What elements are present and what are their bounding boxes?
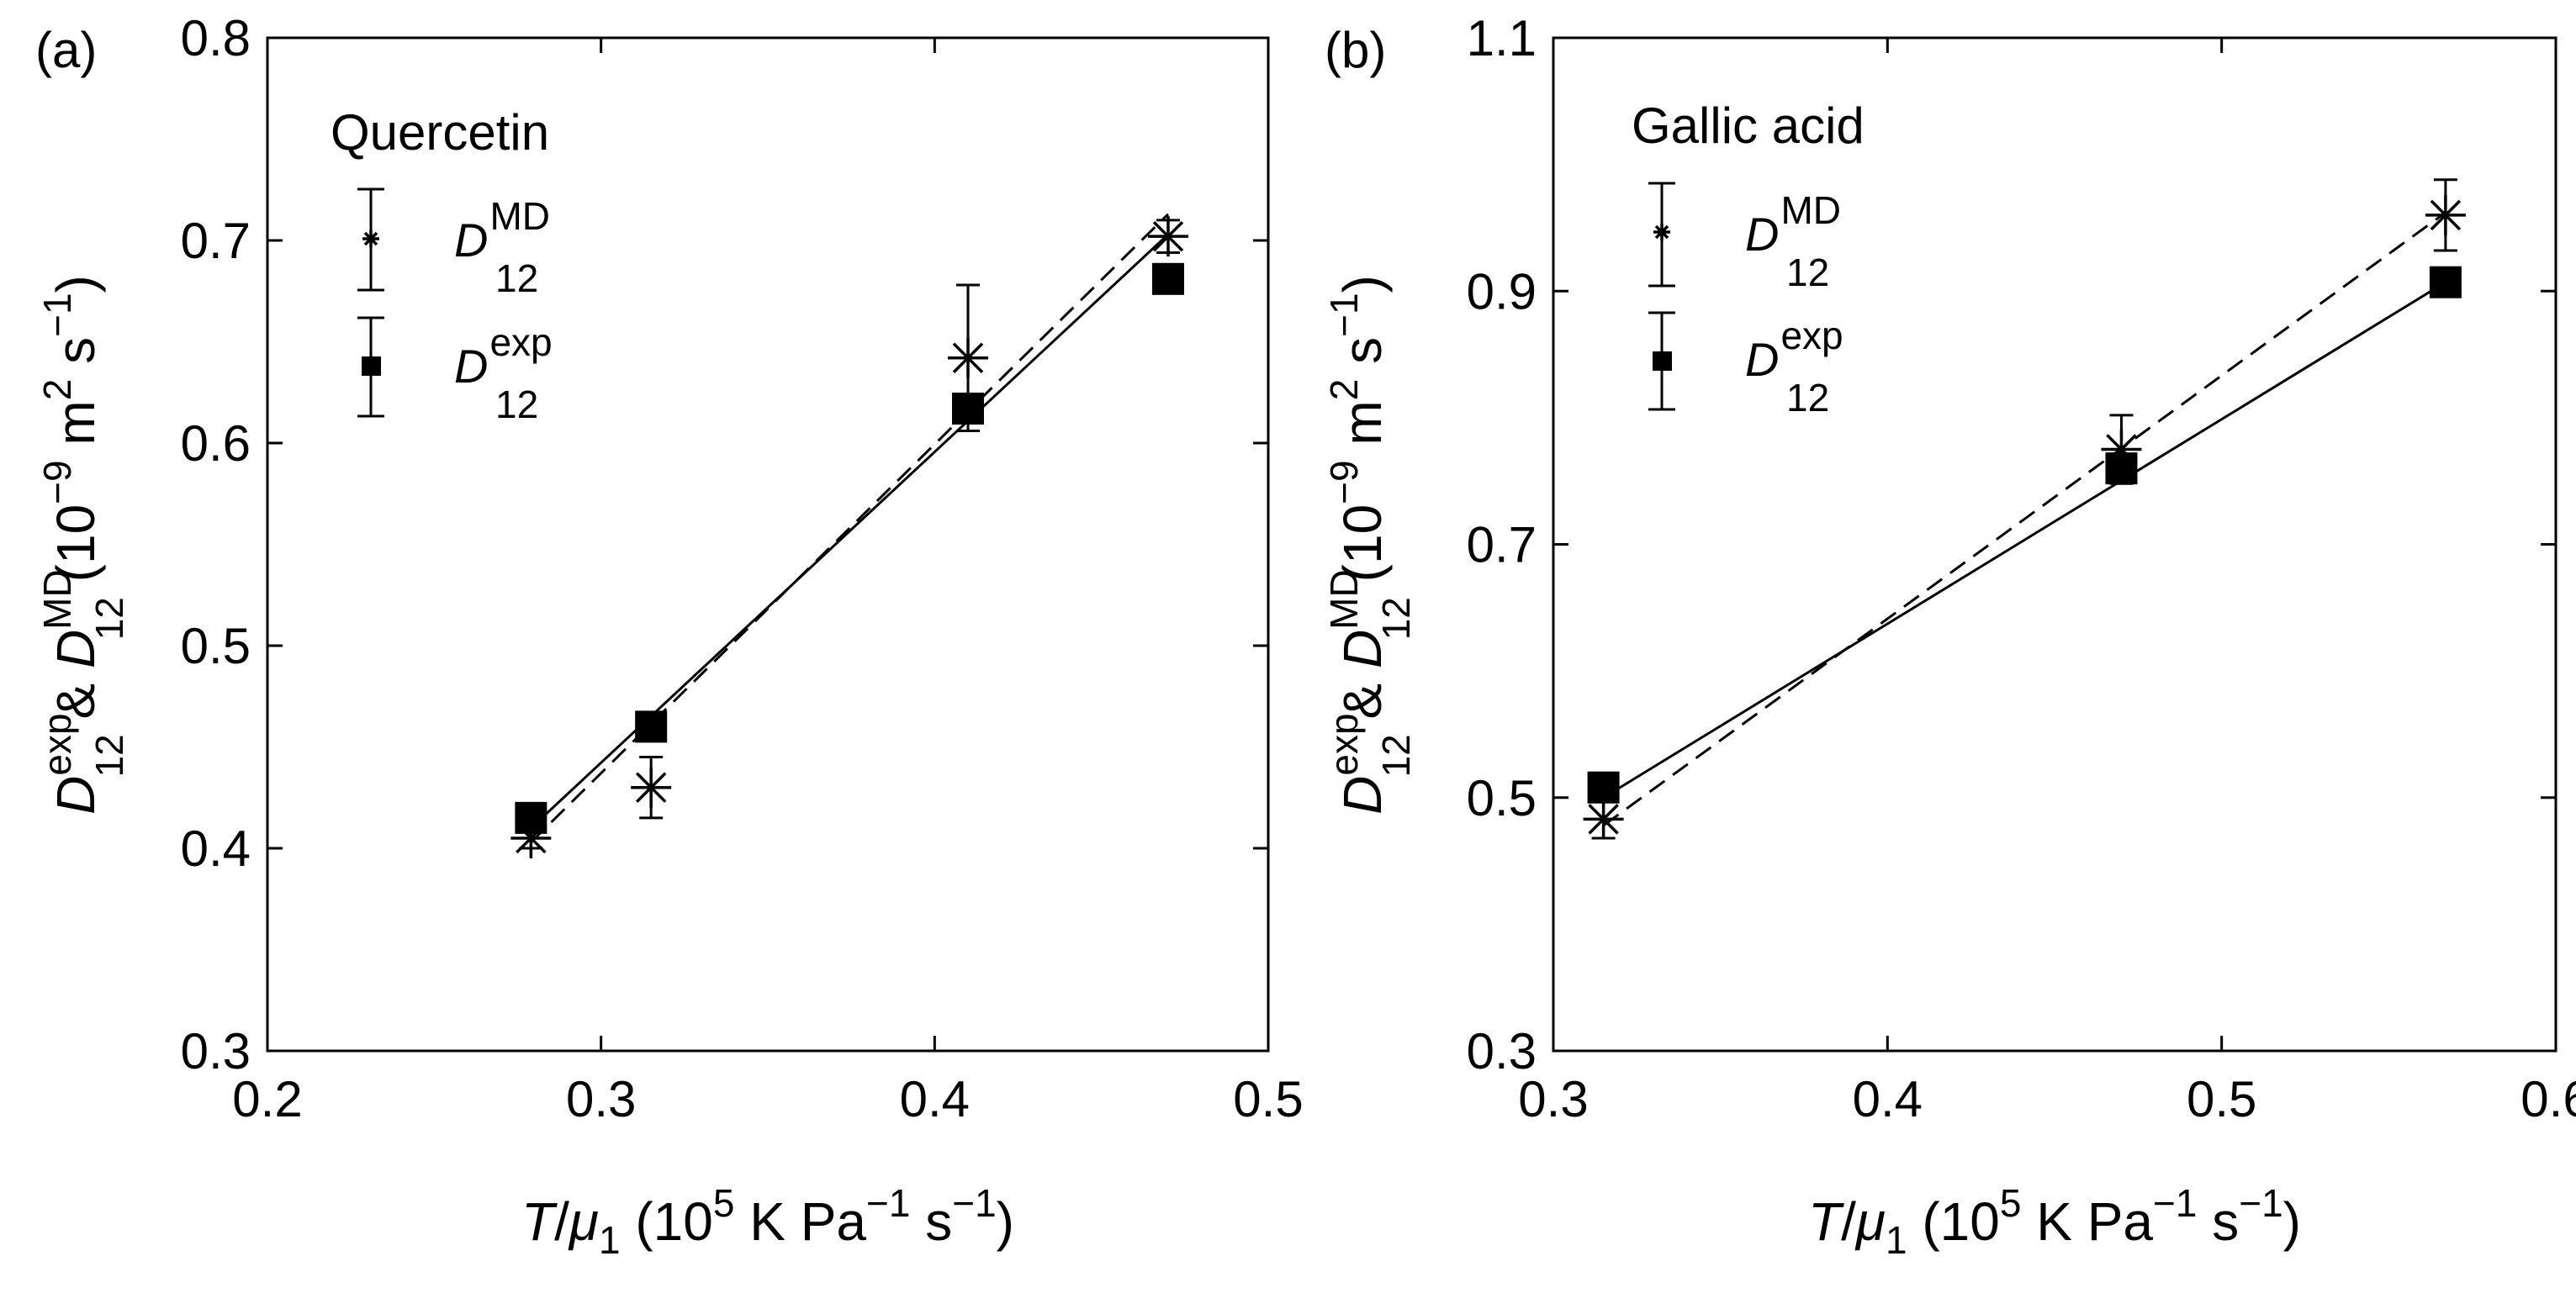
x-tick-label: 0.5 (1233, 1071, 1303, 1127)
y-tick-label: 0.9 (1467, 263, 1537, 319)
y-tick-label: 0.3 (1467, 1023, 1537, 1079)
y-axis-label: Dexp 12 & DMD 12 (10−9 m2 s−1) (1322, 275, 1418, 815)
y-tick-label: 0.7 (1467, 517, 1537, 573)
data-point-square (635, 710, 668, 743)
panel-b: 0.3 0.4 0.5 0.6 0.3 0.5 0.7 0.9 1.1 (b) Gallic a… (1322, 10, 2576, 1262)
panel-label: (a) (35, 22, 97, 78)
legend-label-exp: Dexp 12 (454, 320, 553, 426)
plot-frame (1552, 36, 2557, 1053)
x-axis-label: T/μ1 (105 K Pa−1 s−1) (521, 1181, 1014, 1262)
data-point-asterisk (948, 337, 988, 378)
legend-label-md: DMD 12 (1745, 188, 1841, 294)
x-axis-label: T/μ1 (105 K Pa−1 s−1) (1808, 1181, 2301, 1262)
series-fit-line (1602, 281, 2446, 800)
y-tick-label: 0.3 (181, 1023, 251, 1079)
data-point-square (2429, 266, 2462, 298)
legend-title: Quercetin (331, 104, 549, 161)
y-axis-label: Dexp 12 & DMD 12 (10−9 m2 s−1) (35, 275, 131, 815)
legend-item-exp: Dexp 12 (357, 316, 553, 426)
plot-frame (266, 36, 1270, 1053)
panel-a: 0.2 0.3 0.4 0.50.30.40.50.60.70.8 (a) Querc… (35, 10, 1304, 1262)
legend-item-md: DMD 12 (1648, 182, 1841, 294)
data-point-asterisk (2425, 194, 2466, 235)
legend-square-marker (1653, 351, 1672, 371)
plot-marks: 0.3 0.4 0.5 0.6 0.3 0.5 0.7 0.9 1.1 (1467, 10, 2576, 1127)
data-point-square (1587, 771, 1620, 804)
series-fit-line (1602, 211, 2446, 827)
x-tick-label: 0.3 (1518, 1071, 1588, 1127)
x-tick-label: 0.4 (1853, 1071, 1923, 1127)
y-tick-label: 1.1 (1467, 10, 1537, 66)
y-tick-label: 0.8 (181, 10, 251, 66)
legend: DMD 12 Dexp 12 (357, 187, 553, 426)
x-tick-label: 0.4 (900, 1071, 970, 1127)
asterisk-stroke (1588, 804, 1619, 835)
asterisk-stroke (635, 772, 667, 803)
legend: DMD 12 Dexp 12 (1648, 182, 1843, 420)
data-point-square (1152, 262, 1184, 295)
asterisk-stroke (2430, 199, 2462, 231)
legend-item-md: DMD 12 (357, 187, 550, 300)
legend-item-exp: Dexp 12 (1648, 311, 1843, 420)
legend-asterisk-marker (1653, 224, 1670, 240)
series-fit-line (530, 233, 1170, 829)
y-tick-label: 0.4 (181, 821, 251, 877)
x-tick-label: 0.6 (2520, 1071, 2576, 1127)
data-point-square (952, 393, 984, 425)
series-fit-line (530, 213, 1170, 843)
asterisk-stroke (952, 342, 984, 374)
y-tick-label: 0.7 (181, 213, 251, 269)
plot-marks: 0.2 0.3 0.4 0.50.30.40.50.60.70.8 (181, 10, 1304, 1127)
x-tick-label: 0.2 (232, 1071, 302, 1127)
legend-label-md: DMD 12 (454, 194, 550, 300)
data-point-square (2105, 452, 2138, 485)
data-point-square (515, 801, 547, 834)
legend-square-marker (362, 356, 381, 376)
data-point-asterisk (1148, 216, 1188, 257)
x-tick-label: 0.3 (566, 1071, 636, 1127)
x-tick-label: 0.5 (2187, 1071, 2256, 1127)
legend-asterisk-marker (362, 230, 379, 247)
legend-title: Gallic acid (1632, 98, 1865, 154)
y-tick-label: 0.6 (181, 415, 251, 472)
data-point-asterisk (1583, 799, 1624, 840)
asterisk-stroke (1152, 220, 1184, 252)
panel-label: (b) (1325, 22, 1386, 78)
data-point-asterisk (631, 767, 672, 808)
y-tick-label: 0.5 (1467, 770, 1537, 826)
legend-label-exp: Dexp 12 (1745, 314, 1843, 420)
y-tick-label: 0.5 (181, 618, 251, 674)
